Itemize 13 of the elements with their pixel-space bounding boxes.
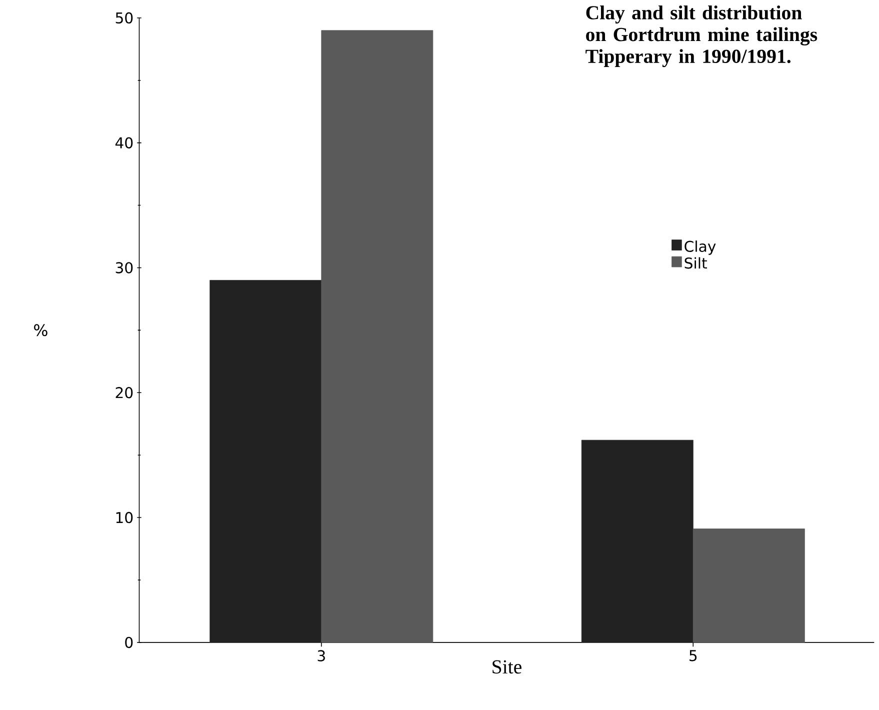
y-tick-label: 0: [125, 636, 133, 648]
y-tick-label: 10: [116, 512, 133, 524]
x-tick-label: 5: [690, 650, 697, 662]
y-tick-label: 40: [115, 137, 133, 148]
x-tick-label: 3: [318, 650, 325, 662]
legend-label: Clay: [684, 240, 716, 255]
legend-label: Silt: [684, 257, 707, 269]
y-tick-label: 50: [116, 12, 133, 24]
y-tick-label: 30: [116, 262, 133, 274]
y-axis-title: %: [34, 324, 48, 336]
x-axis-title: Site: [492, 660, 522, 674]
y-tick-label: 20: [116, 386, 133, 398]
chart-title: Clay and silt distribution on Gortdrum mine tailings Tipperary in 1990/1991.: [586, 5, 818, 68]
